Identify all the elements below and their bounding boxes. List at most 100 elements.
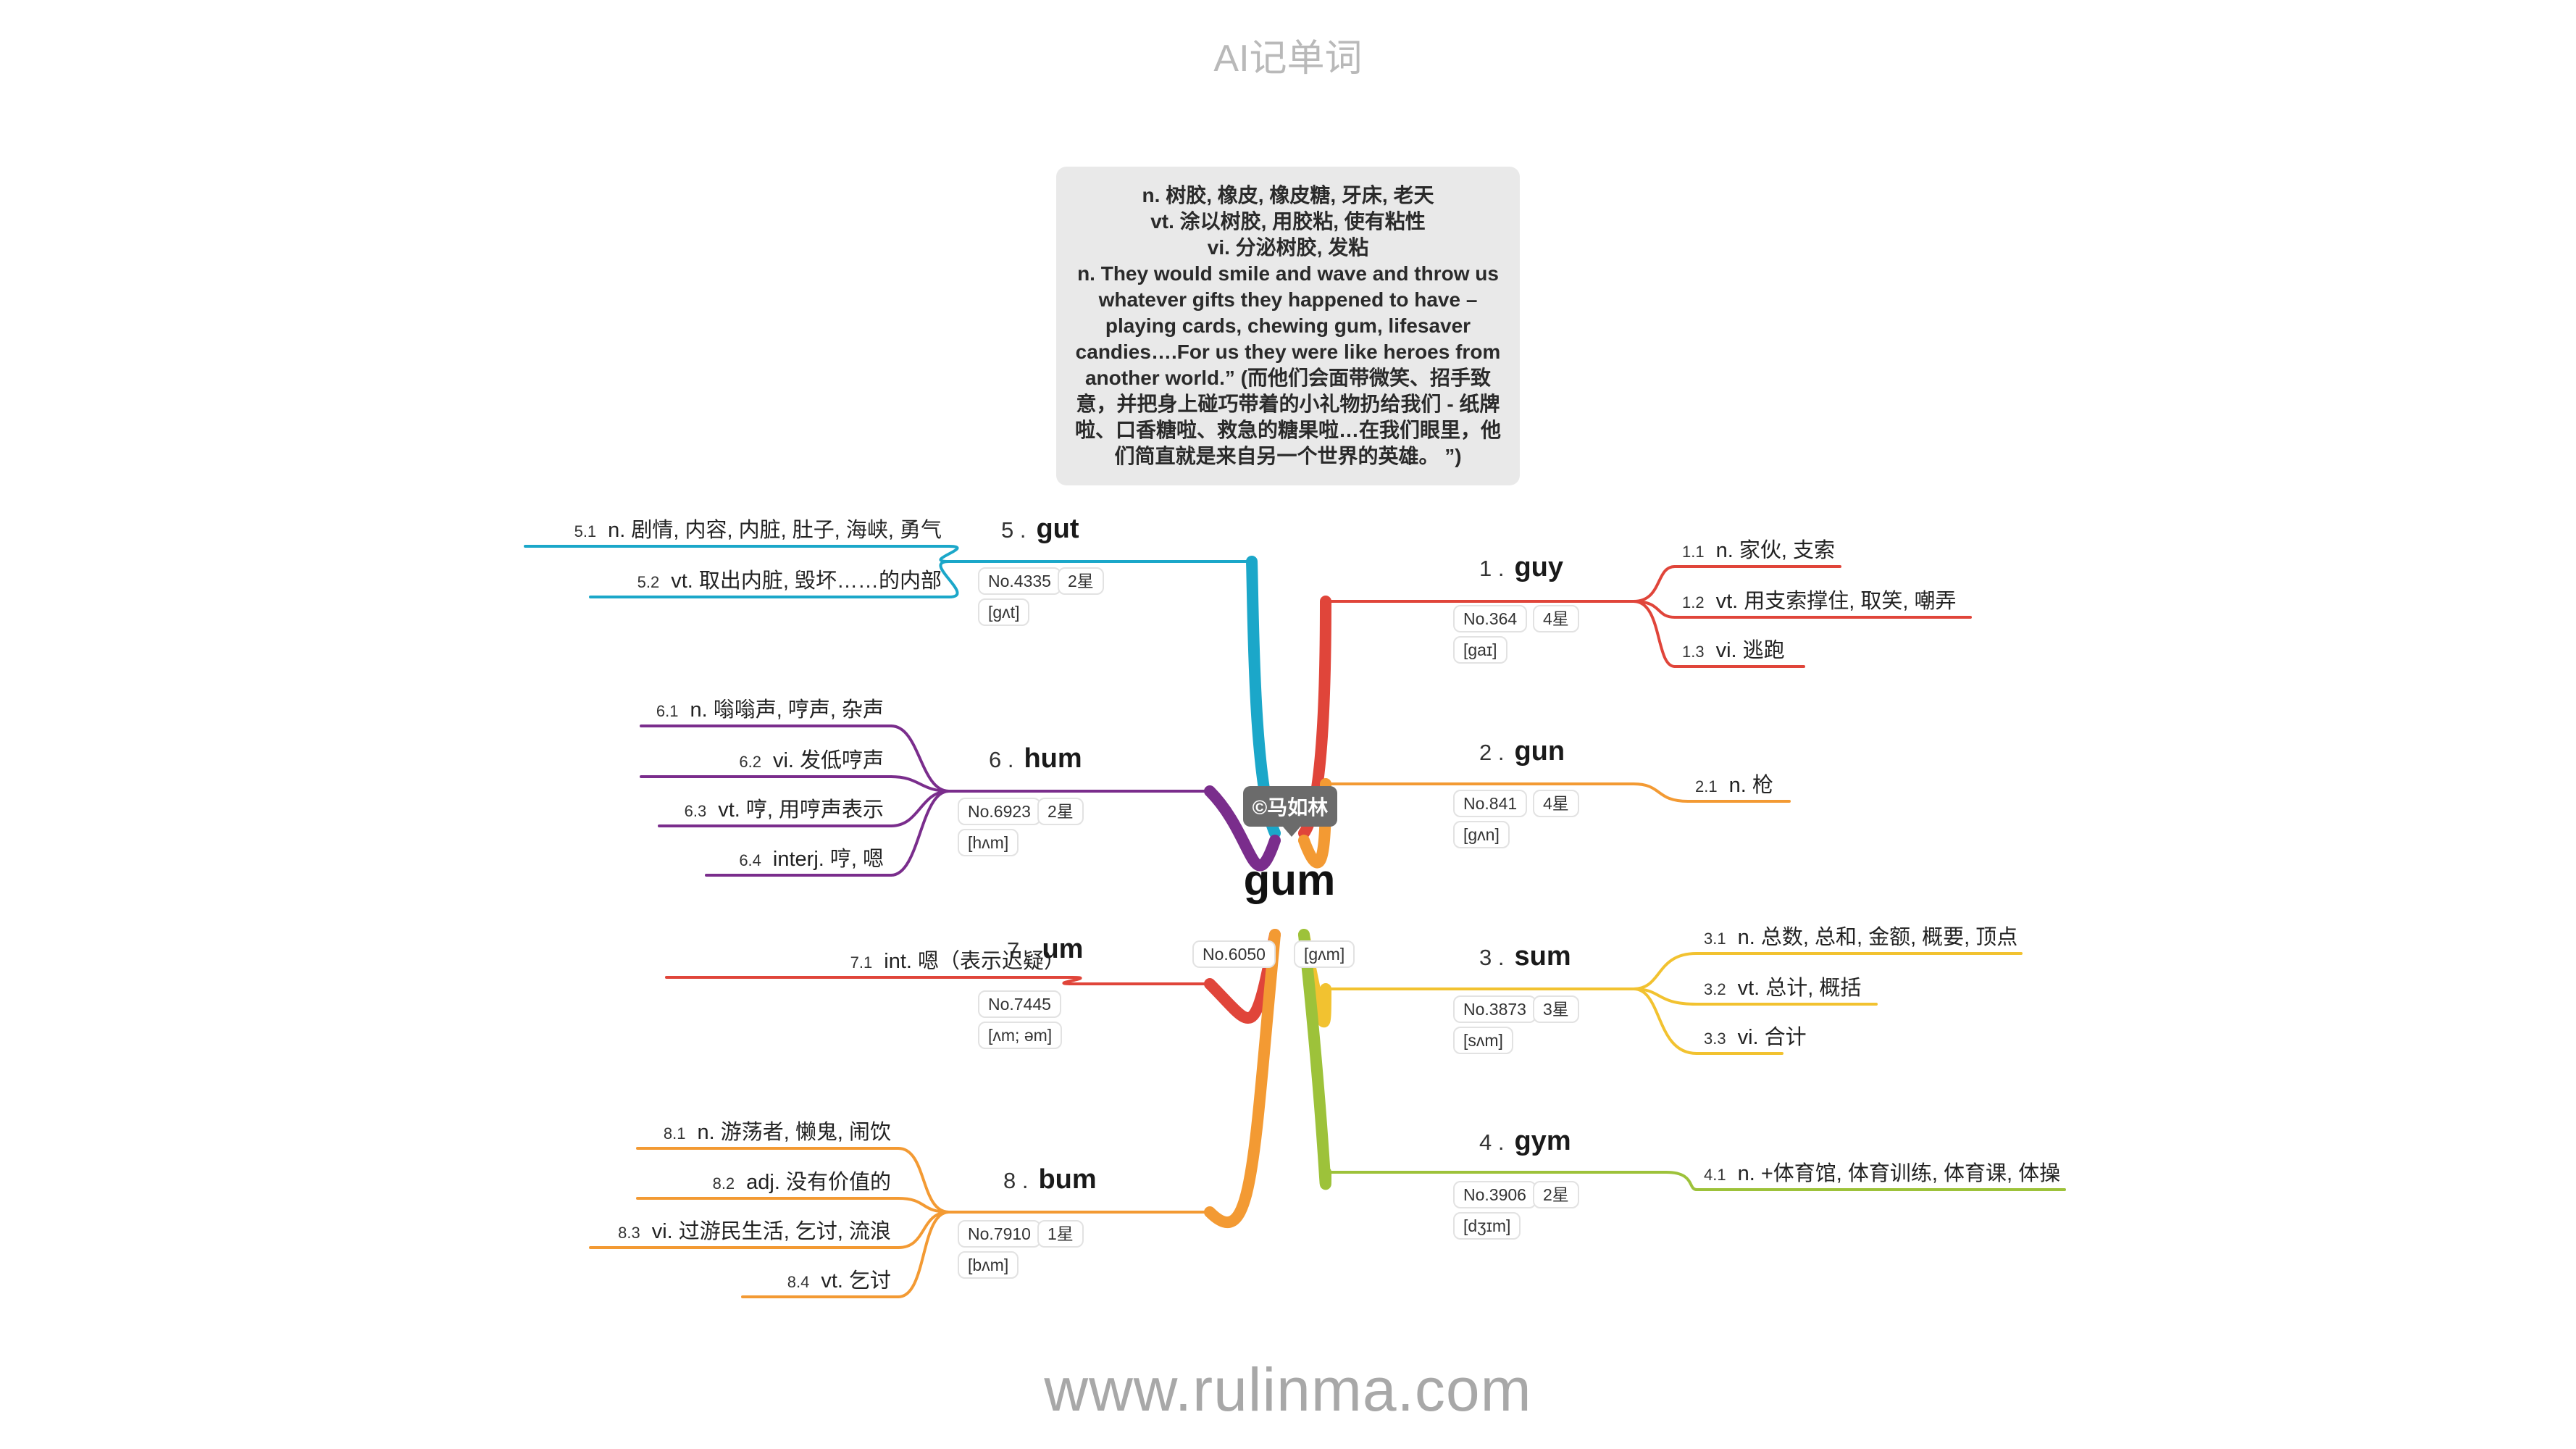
branch-title: 6 . hum [989, 740, 1082, 777]
leaf-text: vi. 合计 [1737, 1026, 1807, 1049]
leaf-number: 7.1 [850, 953, 873, 972]
branch-number-tag: No.7910 [958, 1220, 1041, 1248]
leaf-connector [897, 1147, 950, 1214]
leaf-connector [890, 790, 950, 827]
leaf-item: 7.1 int. 嗯（表示迟疑） [666, 945, 1065, 977]
branch-title: 1 . guy [1479, 549, 1563, 585]
leaf-text: vi. 过游民生活, 乞讨, 流浪 [651, 1220, 891, 1243]
branch-number-tag: No.841 [1453, 790, 1528, 817]
branch-stars-tag: 2星 [1533, 1181, 1579, 1208]
leaf-text: n. 总数, 总和, 金额, 概要, 顶点 [1737, 926, 2018, 949]
definition-line: n. 树胶, 橡皮, 橡皮糖, 牙床, 老天 [1142, 184, 1434, 206]
leaf-item: 5.2 vt. 取出内脏, 毁坏……的内部 [590, 565, 942, 597]
leaf-number: 3.1 [1704, 930, 1726, 948]
leaf-text: n. 家伙, 支索 [1715, 539, 1835, 562]
branch-phonetic-tag: [bʌm] [958, 1251, 1019, 1279]
leaf-text: vi. 发低哼声 [772, 749, 884, 772]
center-word: gum [1243, 856, 1336, 904]
leaf-item: 6.1 n. 嗡嗡声, 哼声, 杂声 [641, 694, 884, 726]
branch-word: um [1042, 934, 1084, 964]
watermark: www.rulinma.com [1044, 1356, 1532, 1424]
branch-stars-tag: 4星 [1533, 605, 1579, 632]
leaf-item: 6.3 vt. 哼, 用哼声表示 [659, 794, 884, 826]
leaf-item: 8.4 vt. 乞讨 [743, 1265, 891, 1297]
leaf-connector [1665, 1171, 1698, 1191]
leaf-connector [890, 790, 950, 877]
leaf-number: 5.1 [574, 522, 597, 540]
leaf-number: 1.3 [1682, 643, 1705, 661]
branch-phonetic-tag: [hʌm] [958, 829, 1019, 856]
branch-title: 8 . bum [1003, 1161, 1097, 1198]
leaf-number: 8.3 [618, 1224, 640, 1242]
leaf-text: adj. 没有价值的 [746, 1171, 891, 1194]
branch-number-tag: No.3873 [1453, 995, 1536, 1023]
leaf-connector [897, 1211, 950, 1298]
leaf-connector [1632, 782, 1689, 803]
definition-line: vi. 分泌树胶, 发粘 [1207, 236, 1369, 259]
branch-number-tag: No.7445 [978, 990, 1061, 1018]
branch-title: 4 . gym [1479, 1123, 1571, 1159]
branch-connector [1204, 929, 1281, 1229]
branch-number-tag: No.6923 [958, 798, 1041, 825]
branch-phonetic-tag: [ɡʌn] [1453, 821, 1510, 848]
leaf-text: vt. 取出内脏, 毁坏……的内部 [671, 569, 942, 593]
leaf-number: 4.1 [1704, 1166, 1726, 1184]
definition-box: n. 树胶, 橡皮, 橡皮糖, 牙床, 老天 vt. 涂以树胶, 用胶粘, 使有… [1056, 167, 1520, 485]
leaf-item: 3.3 vi. 合计 [1704, 1022, 1807, 1053]
leaf-number: 8.1 [663, 1124, 686, 1143]
leaf-item: 1.2 vt. 用支索撑住, 取笑, 嘲弄 [1682, 585, 1957, 617]
branch-index: 2 . [1479, 740, 1505, 765]
branch-phonetic-tag: [ʌm; əm] [978, 1022, 1063, 1049]
definition-line: vt. 涂以树胶, 用胶粘, 使有粘性 [1150, 210, 1426, 233]
leaf-text: vt. 总计, 概括 [1737, 977, 1862, 1000]
leaf-item: 8.3 vi. 过游民生活, 乞讨, 流浪 [590, 1216, 891, 1248]
leaf-text: n. 游荡者, 懒鬼, 闹饮 [697, 1121, 891, 1144]
page-title: AI记单词 [1213, 38, 1363, 80]
branch-stars-tag: 3星 [1533, 995, 1579, 1023]
branch-index: 1 . [1479, 556, 1505, 581]
leaf-text: n. 枪 [1728, 774, 1773, 797]
branch-word: hum [1024, 743, 1082, 774]
leaf-connector [939, 560, 959, 598]
leaf-item: 1.3 vi. 逃跑 [1682, 635, 1785, 667]
leaf-number: 3.3 [1704, 1030, 1726, 1048]
branch-index: 8 . [1003, 1168, 1029, 1193]
leaf-item: 8.2 adj. 没有价值的 [637, 1166, 891, 1198]
leaf-text: n. 剧情, 内容, 内脏, 肚子, 海峡, 勇气 [608, 519, 942, 542]
branch-number-tag: No.4335 [978, 567, 1061, 595]
branch-title: 2 . gun [1479, 733, 1565, 769]
leaf-text: vt. 乞讨 [821, 1269, 891, 1293]
leaf-number: 8.2 [712, 1174, 735, 1193]
branch-stars-tag: 2星 [1058, 567, 1104, 595]
leaf-number: 6.2 [739, 753, 761, 771]
leaf-item: 3.1 n. 总数, 总和, 金额, 概要, 顶点 [1704, 922, 2017, 953]
branch-number-tag: No.364 [1453, 605, 1528, 632]
leaf-connector [897, 1197, 950, 1214]
branch-index: 3 . [1479, 945, 1505, 970]
branch-stars-tag: 2星 [1037, 798, 1084, 825]
leaf-number: 1.1 [1682, 543, 1705, 561]
center-phonetic-tag: [ɡʌm] [1294, 940, 1355, 968]
leaf-text: vt. 用支索撑住, 取笑, 嘲弄 [1715, 590, 1957, 613]
leaf-number: 2.1 [1695, 777, 1718, 796]
center-number-tag: No.6050 [1192, 940, 1276, 968]
branch-phonetic-tag: [sʌm] [1453, 1027, 1513, 1054]
leaf-text: vi. 逃跑 [1715, 639, 1785, 662]
leaf-item: 5.1 n. 剧情, 内容, 内脏, 肚子, 海峡, 勇气 [525, 514, 942, 546]
branch-phonetic-tag: [ɡʌt] [978, 598, 1030, 626]
leaf-number: 5.2 [637, 573, 660, 591]
leaf-item: 4.1 n. +体育馆, 体育训练, 体育课, 体操 [1704, 1158, 2060, 1190]
branch-word: guy [1514, 552, 1564, 582]
leaf-number: 3.2 [1704, 980, 1726, 998]
leaf-connector [1632, 565, 1676, 603]
leaf-item: 2.1 n. 枪 [1695, 769, 1773, 801]
leaf-item: 8.1 n. 游荡者, 懒鬼, 闹饮 [637, 1116, 891, 1148]
branch-title: 7 . um [1007, 931, 1083, 967]
leaf-connector [1632, 600, 1676, 668]
leaf-item: 3.2 vt. 总计, 概括 [1704, 972, 1861, 1004]
branch-connector [1204, 785, 1281, 872]
branch-word: gut [1036, 514, 1079, 544]
branch-title: 5 . gut [1001, 511, 1079, 547]
leaf-connector [897, 1211, 950, 1249]
branch-connector [1298, 929, 1331, 1190]
